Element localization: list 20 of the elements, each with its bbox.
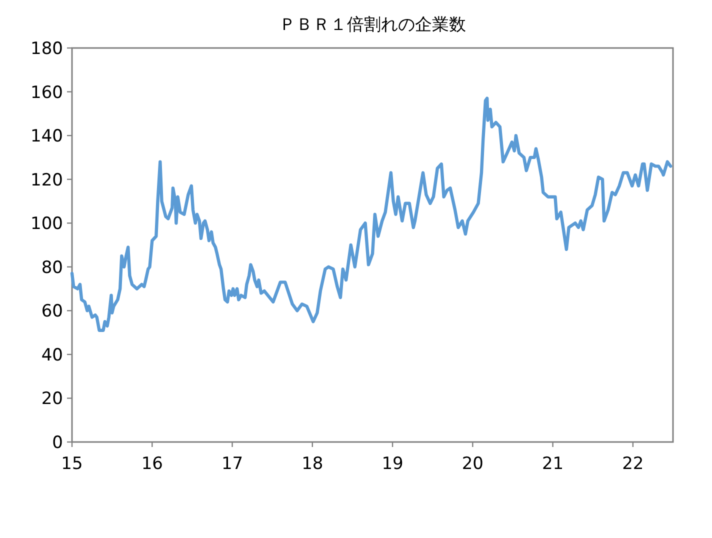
- y-tick-label: 80: [41, 258, 63, 278]
- y-tick-label: 40: [41, 345, 63, 366]
- y-tick-label: 180: [30, 39, 63, 59]
- y-tick-label: 100: [30, 214, 63, 234]
- x-tick-label: 20: [462, 454, 484, 474]
- x-tick-label: 21: [542, 454, 564, 474]
- y-tick-label: 0: [52, 433, 63, 453]
- x-tick-label: 17: [221, 454, 244, 474]
- y-tick-label: 60: [41, 302, 63, 322]
- y-tick-label: 140: [30, 126, 63, 147]
- x-tick-label: 18: [302, 454, 324, 474]
- x-tick-label: 22: [622, 454, 644, 474]
- chart-title: ＰＢＲ１倍割れの企業数: [279, 15, 466, 35]
- y-tick-label: 160: [30, 82, 63, 103]
- y-tick-label: 120: [30, 170, 63, 190]
- x-tick-label: 15: [61, 454, 83, 474]
- y-tick-label: 20: [41, 389, 63, 410]
- x-tick-label: 16: [141, 454, 163, 474]
- line-series: [70, 96, 672, 332]
- x-tick-label: 19: [382, 454, 404, 474]
